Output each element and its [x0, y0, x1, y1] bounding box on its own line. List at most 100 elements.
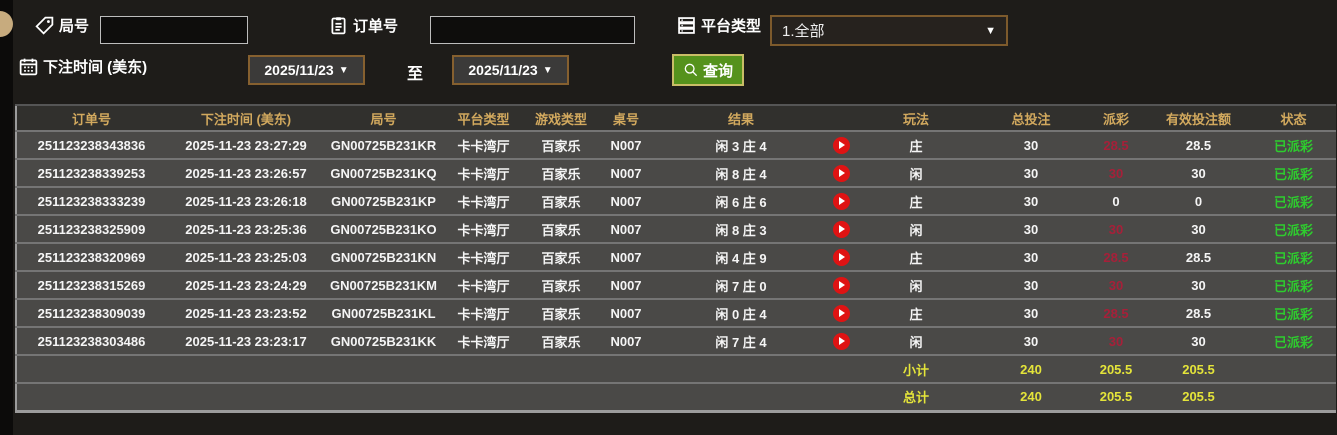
cell-video: [826, 270, 856, 299]
cell-round_no: GN00725B231KR: [326, 130, 441, 159]
platform-type-label: 平台类型: [701, 18, 762, 35]
cell-result: 闲 8 庄 3: [656, 214, 826, 243]
cell-platform: 卡卡湾厅: [441, 158, 526, 187]
cell-game_type: 百家乐: [526, 298, 596, 327]
cell-bet_time: 2025-11-23 23:26:57: [166, 158, 326, 187]
play-triangle: [839, 225, 845, 234]
cell-play: 闲: [856, 326, 976, 355]
table-row: 251123238320969 2025-11-23 23:25:03 GN0072…: [16, 242, 1336, 271]
table-row: 251123238343836 2025-11-23 23:27:29 GN0072…: [16, 130, 1336, 159]
cell-order_no: 251123238309039: [16, 298, 166, 327]
cell-payout: 30: [1086, 214, 1146, 243]
play-video-icon[interactable]: [832, 304, 850, 322]
cell-play: 闲: [856, 270, 976, 299]
cell-result: 闲 7 庄 0: [656, 270, 826, 299]
play-triangle: [839, 281, 845, 290]
date-from-value: 2025/11/23: [264, 62, 334, 78]
cell-status: 已派彩: [1251, 270, 1336, 299]
cell-round_no: GN00725B231KP: [326, 186, 441, 215]
table-header-row: 订单号 下注时间 (美东) 局号 平台类型 游戏类型 桌号 结果 玩法 总投注 派彩 有效投注额 状态: [16, 105, 1336, 131]
table-body: 251123238343836 2025-11-23 23:27:29 GN0072…: [16, 130, 1336, 411]
cell-status: 已派彩: [1251, 242, 1336, 271]
round-number-input[interactable]: [100, 16, 248, 44]
table-row: 251123238325909 2025-11-23 23:25:36 GN0072…: [16, 214, 1336, 243]
summary-cell: [656, 382, 826, 411]
cell-order_no: 251123238339253: [16, 158, 166, 187]
cell-round_no: GN00725B231KL: [326, 298, 441, 327]
filter-bar: 局号 订单号 平台类型 1.全部 ▼ 下注时间 (美东) 2025/11/23 …: [0, 0, 1337, 104]
bet-records-table: 订单号 下注时间 (美东) 局号 平台类型 游戏类型 桌号 结果 玩法 总投注 派彩 有效投注额 状态…: [15, 104, 1336, 413]
cell-table_no: N007: [596, 214, 656, 243]
column-header: 玩法: [856, 105, 976, 131]
cell-total_bet: 30: [976, 158, 1086, 187]
summary-cell: 205.5: [1086, 354, 1146, 383]
cell-platform: 卡卡湾厅: [441, 186, 526, 215]
play-video-icon[interactable]: [832, 192, 850, 210]
cell-game_type: 百家乐: [526, 158, 596, 187]
play-video-icon[interactable]: [832, 248, 850, 266]
cell-bet_time: 2025-11-23 23:23:17: [166, 326, 326, 355]
date-to-picker[interactable]: 2025/11/23 ▼: [452, 55, 569, 85]
platform-servers-icon: [676, 15, 697, 36]
cell-result: 闲 6 庄 6: [656, 186, 826, 215]
cell-result: 闲 8 庄 4: [656, 158, 826, 187]
summary-cell: 240: [976, 382, 1086, 411]
play-video-icon[interactable]: [832, 136, 850, 154]
cell-total_bet: 30: [976, 326, 1086, 355]
column-header: [826, 105, 856, 131]
play-video-icon[interactable]: [832, 220, 850, 238]
cell-video: [826, 130, 856, 159]
cell-total_bet: 30: [976, 214, 1086, 243]
summary-cell: [596, 354, 656, 383]
play-triangle: [839, 141, 845, 150]
tag-icon: [34, 15, 55, 36]
search-icon: [684, 63, 698, 77]
play-triangle: [839, 197, 845, 206]
play-triangle: [839, 169, 845, 178]
cell-play: 闲: [856, 214, 976, 243]
summary-cell: [1251, 354, 1336, 383]
summary-cell: [656, 354, 826, 383]
play-video-icon[interactable]: [832, 332, 850, 350]
summary-row: 总计 240 205.5 205.5: [16, 382, 1336, 411]
column-header: 下注时间 (美东): [166, 105, 326, 131]
summary-cell: [526, 354, 596, 383]
play-video-icon[interactable]: [832, 164, 850, 182]
summary-row: 小计 240 205.5 205.5: [16, 354, 1336, 383]
cell-status: 已派彩: [1251, 214, 1336, 243]
left-edge-strip: [0, 0, 13, 435]
summary-label: 总计: [856, 382, 976, 411]
cell-total_bet: 30: [976, 242, 1086, 271]
cell-valid_bet: 30: [1146, 214, 1251, 243]
cell-table_no: N007: [596, 326, 656, 355]
cell-order_no: 251123238315269: [16, 270, 166, 299]
cell-order_no: 251123238333239: [16, 186, 166, 215]
cell-valid_bet: 28.5: [1146, 298, 1251, 327]
play-video-icon[interactable]: [832, 276, 850, 294]
summary-cell: [1251, 382, 1336, 411]
column-header: 平台类型: [441, 105, 526, 131]
play-triangle: [839, 309, 845, 318]
date-from-picker[interactable]: 2025/11/23 ▼: [248, 55, 365, 85]
search-button[interactable]: 查询: [672, 54, 745, 86]
play-triangle: [839, 337, 845, 346]
summary-cell: [596, 382, 656, 411]
summary-cell: [326, 382, 441, 411]
platform-type-select[interactable]: 1.全部 ▼: [770, 15, 1008, 46]
summary-cell: 240: [976, 354, 1086, 383]
cell-payout: 30: [1086, 326, 1146, 355]
cell-video: [826, 214, 856, 243]
panel-toggle-handle[interactable]: [0, 11, 13, 37]
cell-order_no: 251123238320969: [16, 242, 166, 271]
cell-result: 闲 3 庄 4: [656, 130, 826, 159]
chevron-down-icon: ▼: [985, 24, 996, 37]
cell-table_no: N007: [596, 158, 656, 187]
summary-cell: [826, 354, 856, 383]
cell-platform: 卡卡湾厅: [441, 270, 526, 299]
order-number-input[interactable]: [430, 16, 635, 44]
summary-cell: [166, 382, 326, 411]
cell-total_bet: 30: [976, 130, 1086, 159]
column-header: 游戏类型: [526, 105, 596, 131]
cell-round_no: GN00725B231KK: [326, 326, 441, 355]
cell-play: 庄: [856, 186, 976, 215]
